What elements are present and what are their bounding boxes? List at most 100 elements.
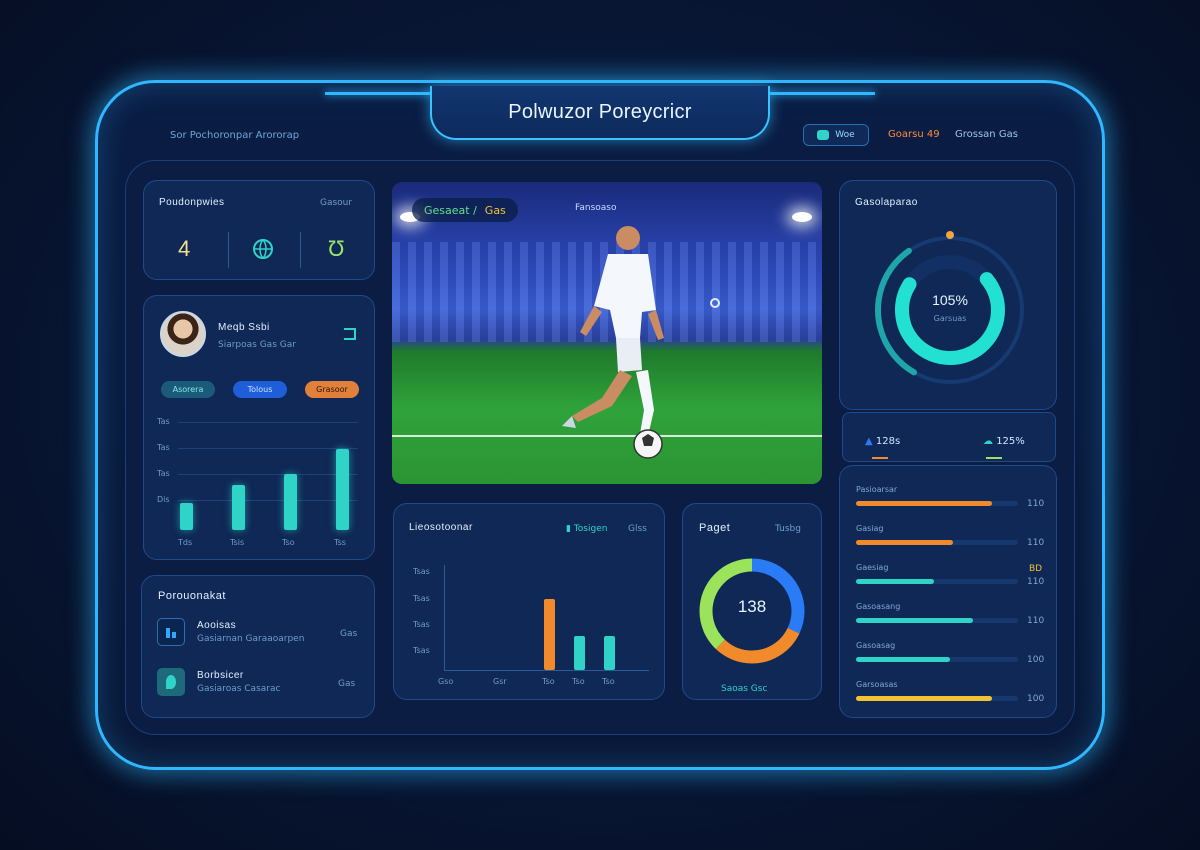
progress-value: 110 (1027, 538, 1045, 548)
match-video[interactable]: Gesaeat / Gas Fansoaso (392, 182, 822, 484)
expand-icon[interactable] (344, 328, 356, 340)
progress-track (856, 579, 1018, 584)
app-title: Polwuzor Poreycricr (508, 100, 692, 123)
bar (180, 503, 193, 530)
donut-slice (699, 558, 805, 664)
gauge-outer-arc (875, 235, 1025, 385)
profile-pill-3[interactable]: Grasoor (305, 381, 359, 398)
mini-stat-1: ▲ 128s (865, 436, 901, 447)
mini-stats-card (842, 412, 1056, 462)
y-tick-label: Tas (157, 417, 170, 426)
status-label: Woe (835, 130, 855, 140)
summary-card: Poudonpwies Gasour (143, 180, 375, 280)
x-tick-label: Tsis (230, 538, 245, 547)
list-item-subtitle: Gasiaroas Casarac (197, 684, 281, 694)
bar (232, 484, 245, 530)
profile-subtitle: Siarpoas Gas Gar (218, 340, 296, 350)
gauge-title: Gasolaparao (855, 197, 918, 208)
list-card: Porouonakat (141, 575, 375, 718)
list-item-value: Gas (340, 629, 358, 639)
progress-value: 110 (1027, 577, 1045, 587)
summary-action[interactable]: Gasour (320, 198, 353, 208)
y-tick-label: Tsas (413, 594, 430, 603)
axis-line (444, 670, 649, 671)
frame-accent-left (325, 92, 435, 95)
gauge-sub: Garsuas (933, 314, 967, 323)
progress-fill (856, 657, 950, 662)
profile-pill-2[interactable]: Tolous (233, 381, 287, 398)
progress-fill (856, 696, 993, 701)
bar (284, 473, 297, 530)
video-subtitle: Fansoaso (575, 203, 617, 213)
video-tag-label: Gesaeat / (424, 203, 477, 217)
progress-track (856, 657, 1018, 662)
progress-fill (856, 501, 993, 506)
summary-value-1: 4 (178, 236, 191, 261)
progress-track (856, 618, 1018, 623)
list-title: Porouonakat (158, 590, 226, 602)
y-tick-label: Tas (157, 443, 170, 452)
bar (336, 449, 349, 530)
y-tick-label: Tsas (413, 567, 430, 576)
pie-title: Paget (699, 522, 731, 534)
list-item-subtitle: Gasiarnan Garaaoarpen (197, 634, 305, 644)
frame-accent-right (765, 92, 875, 95)
x-tick-label: Tso (572, 677, 585, 686)
y-tick-label: Tas (157, 469, 170, 478)
gauge-value: 105% (932, 292, 968, 308)
x-tick-label: Tds (178, 538, 193, 547)
pitch-line (392, 435, 822, 437)
gridline (178, 474, 358, 475)
bar (574, 636, 585, 670)
bar (604, 636, 615, 670)
mini-stat-indicator (872, 457, 888, 459)
progress-track (856, 696, 1018, 701)
progress-fill (856, 540, 954, 545)
gauge-arc (895, 255, 1005, 365)
chart-icon[interactable] (157, 618, 185, 646)
mini-stat-indicator (986, 457, 1002, 459)
pie-subtitle: Tusbg (775, 524, 801, 534)
leaf-icon[interactable] (157, 668, 185, 696)
gauge-marker (946, 231, 954, 239)
progress-fill (856, 579, 934, 584)
globe-icon[interactable] (252, 238, 274, 266)
summary-title: Poudonpwies (159, 197, 225, 208)
gridline (178, 500, 358, 501)
events-legend-primary[interactable]: ▮ Tosigen (566, 524, 608, 534)
list-item-title: Aooisas (197, 620, 237, 631)
status-icon (817, 130, 830, 140)
divider (228, 232, 229, 268)
status-pill[interactable]: Woe (803, 124, 869, 146)
progress-value: 100 (1027, 694, 1045, 704)
progress-value: 110 (1027, 616, 1045, 626)
video-tag-badge: Gas (484, 203, 506, 217)
progress-label: Gasoasang (856, 602, 901, 611)
bar (544, 598, 555, 670)
events-legend-secondary[interactable]: Glss (628, 524, 647, 534)
y-tick-label: Dis (157, 495, 170, 504)
video-tag[interactable]: Gesaeat / Gas (412, 198, 518, 222)
gauge-chart (875, 231, 1025, 385)
breadcrumb[interactable]: Sor Pochoronpar Arororap (170, 130, 300, 141)
progress-value: 110 (1027, 499, 1045, 509)
list-item-value: Gas (338, 679, 356, 689)
shield-icon[interactable]: Ʊ (328, 236, 345, 261)
progress-value: 100 (1027, 655, 1045, 665)
avatar[interactable] (160, 311, 206, 357)
progress-label: Gaesiag (856, 563, 889, 572)
y-tick-label: Tsas (413, 646, 430, 655)
gridline (178, 422, 358, 423)
donut-center-value: 138 (737, 597, 767, 616)
progress-track (856, 501, 1018, 506)
profile-pill-1[interactable]: Asorera (161, 381, 215, 398)
donut-slice (699, 558, 805, 664)
mini-stat-2: ☁ 125% (983, 436, 1025, 447)
x-tick-label: Tso (602, 677, 615, 686)
header-stat-2: Grossan Gas (955, 129, 1018, 140)
x-tick-label: Tss (334, 538, 346, 547)
events-title: Lieosotoonar (409, 522, 473, 533)
target-icon[interactable] (710, 298, 720, 308)
x-tick-label: Tso (542, 677, 555, 686)
progress-label: Gasoasag (856, 641, 896, 650)
